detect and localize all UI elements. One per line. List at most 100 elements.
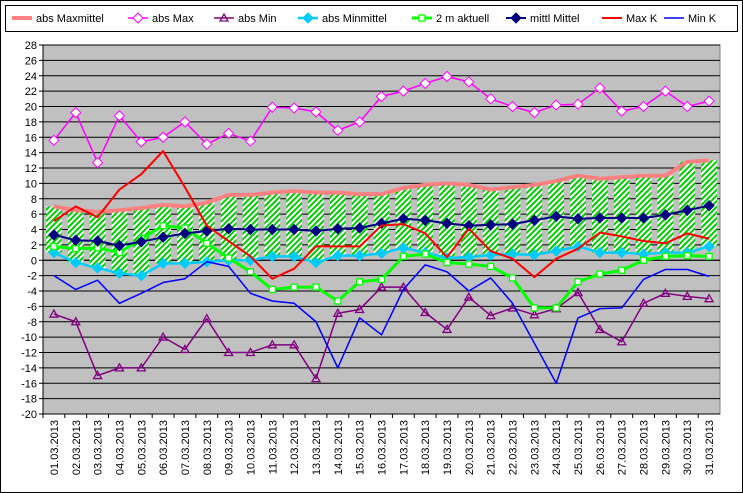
- marker: [48, 229, 60, 241]
- x-tick-label: 14.03.2013: [333, 420, 345, 475]
- marker: [113, 110, 126, 122]
- x-tick-label: 15.03.2013: [355, 420, 367, 475]
- marker: [179, 257, 191, 270]
- x-tick-label: 20.03.2013: [464, 420, 476, 475]
- y-tick-label: 26: [25, 55, 37, 67]
- x-tick-label: 21.03.2013: [486, 420, 498, 475]
- marker: [616, 105, 628, 117]
- marker: [487, 262, 495, 271]
- marker: [377, 275, 386, 284]
- marker: [529, 309, 540, 319]
- x-tick-label: 30.03.2013: [682, 420, 694, 475]
- y-tick-label: 2: [31, 240, 37, 252]
- y-tick-label: 24: [25, 71, 37, 83]
- marker: [289, 339, 300, 349]
- y-tick-label: 10: [25, 178, 37, 190]
- marker: [463, 291, 474, 301]
- marker: [266, 101, 279, 113]
- marker: [594, 246, 606, 259]
- marker: [659, 209, 672, 221]
- marker: [399, 252, 407, 261]
- marker: [594, 212, 606, 224]
- legend-label: Min K: [688, 13, 717, 25]
- x-tick-label: 09.03.2013: [224, 420, 236, 475]
- marker: [114, 362, 125, 372]
- marker: [510, 12, 522, 24]
- marker: [157, 257, 169, 270]
- marker: [705, 252, 713, 261]
- marker: [550, 210, 562, 223]
- marker: [50, 242, 58, 251]
- series-line: [53, 286, 710, 380]
- marker: [246, 268, 255, 276]
- x-tick-label: 08.03.2013: [202, 420, 214, 475]
- series-line: [53, 158, 710, 214]
- marker: [48, 308, 60, 318]
- marker: [616, 336, 627, 346]
- legend-label: Max K: [626, 13, 658, 25]
- marker: [266, 250, 279, 263]
- x-tick-label: 01.03.2013: [49, 420, 61, 475]
- y-tick-label: 14: [25, 148, 37, 160]
- marker: [441, 70, 453, 83]
- marker: [528, 106, 541, 119]
- marker: [70, 106, 82, 119]
- x-tick-label: 29.03.2013: [660, 420, 672, 475]
- marker: [135, 236, 147, 248]
- range-bar: [286, 191, 303, 257]
- marker: [637, 100, 650, 113]
- marker: [302, 12, 314, 24]
- x-tick-label: 16.03.2013: [377, 420, 389, 475]
- marker: [218, 12, 230, 22]
- y-tick-label: -2: [27, 271, 37, 283]
- marker: [48, 134, 60, 147]
- marker: [267, 339, 278, 349]
- marker: [637, 212, 650, 224]
- marker: [660, 287, 671, 297]
- marker: [638, 297, 649, 307]
- marker: [618, 266, 626, 274]
- x-tick-label: 06.03.2013: [158, 420, 170, 475]
- marker: [703, 95, 715, 107]
- marker: [594, 82, 606, 94]
- marker: [354, 304, 365, 314]
- marker: [572, 98, 584, 110]
- marker: [485, 310, 496, 320]
- marker: [332, 307, 343, 317]
- marker: [594, 324, 606, 334]
- series-line: [53, 150, 710, 280]
- x-tick-label: 05.03.2013: [136, 420, 148, 475]
- legend-label: 2 m aktuell: [436, 13, 489, 25]
- marker: [310, 373, 322, 383]
- y-tick-label: -6: [27, 301, 37, 313]
- x-tick-label: 31.03.2013: [704, 420, 716, 475]
- legend-label: abs Max: [152, 13, 194, 25]
- x-tick-label: 28.03.2013: [639, 420, 651, 475]
- marker: [245, 347, 256, 357]
- marker: [484, 219, 497, 231]
- x-tick-label: 04.03.2013: [114, 420, 126, 475]
- x-tick-label: 03.03.2013: [93, 420, 105, 475]
- y-tick-label: 6: [31, 209, 37, 221]
- marker: [397, 85, 410, 97]
- marker: [288, 102, 300, 114]
- x-tick-label: 12.03.2013: [289, 420, 301, 475]
- marker: [356, 278, 364, 286]
- marker: [574, 278, 582, 286]
- marker: [661, 252, 670, 261]
- marker: [332, 124, 344, 137]
- x-tick-label: 19.03.2013: [442, 420, 454, 475]
- marker: [288, 223, 300, 236]
- x-tick-label: 07.03.2013: [180, 420, 192, 475]
- marker: [353, 249, 366, 262]
- marker: [91, 235, 104, 247]
- marker: [72, 245, 80, 253]
- marker: [91, 262, 104, 274]
- marker: [136, 362, 147, 372]
- marker: [508, 274, 517, 282]
- x-tick-label: 22.03.2013: [508, 420, 520, 475]
- marker: [441, 324, 453, 334]
- y-tick-label: 0: [31, 255, 37, 267]
- y-tick-label: -20: [21, 409, 37, 421]
- y-tick-label: 8: [31, 194, 37, 206]
